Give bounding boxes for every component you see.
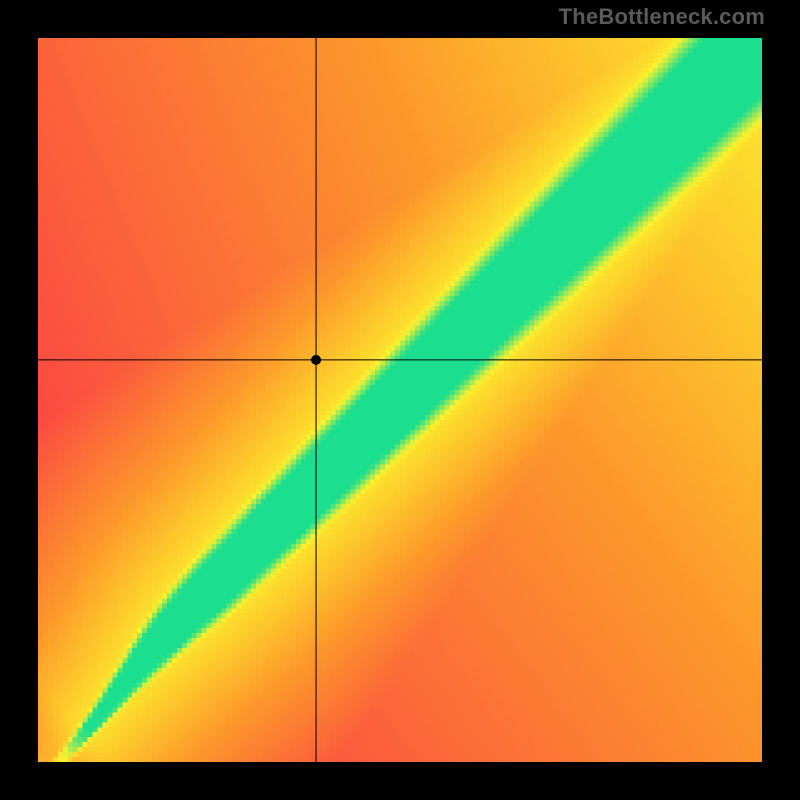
watermark-text: TheBottleneck.com xyxy=(559,4,765,30)
heatmap-plot xyxy=(35,35,765,765)
chart-container: TheBottleneck.com xyxy=(0,0,800,800)
heatmap-canvas xyxy=(38,38,762,762)
